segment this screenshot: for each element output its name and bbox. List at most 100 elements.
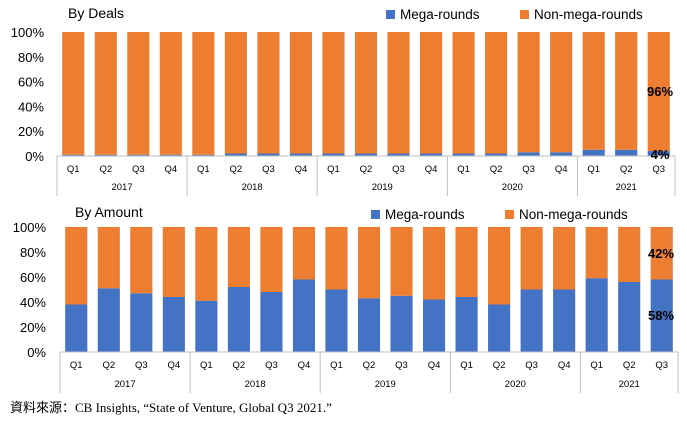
legend-label-mega: Mega-rounds xyxy=(400,7,480,22)
bar-segment-non-mega-rounds xyxy=(553,227,576,290)
bar-segment-mega-rounds xyxy=(553,289,576,352)
bar-segment-non-mega-rounds xyxy=(354,32,378,154)
bar-segment-mega-rounds xyxy=(488,304,511,352)
bar-segment-non-mega-rounds xyxy=(390,227,413,296)
x-tick-label-quarter: Q2 xyxy=(99,164,112,175)
bar-segment-non-mega-rounds xyxy=(422,227,446,300)
data-label-mega-rounds: 58% xyxy=(648,308,674,323)
x-tick-label-quarter: Q3 xyxy=(522,164,535,175)
x-tick-label-quarter: Q4 xyxy=(555,164,568,175)
bar-segment-non-mega-rounds xyxy=(94,32,117,155)
x-tick-label-quarter: Q4 xyxy=(167,360,180,371)
bar-segment-non-mega-rounds xyxy=(192,32,215,155)
y-tick-label: 60% xyxy=(18,75,44,90)
legend-label-mega: Mega-rounds xyxy=(385,207,465,222)
bar-segment-mega-rounds xyxy=(615,149,638,156)
x-tick-label-quarter: Q3 xyxy=(392,164,405,175)
bar-segment-mega-rounds xyxy=(192,154,215,156)
bar-segment-non-mega-rounds xyxy=(62,32,85,155)
bar-segment-mega-rounds xyxy=(647,151,670,156)
bar-segment-mega-rounds xyxy=(94,154,117,156)
bar-segment-non-mega-rounds xyxy=(292,227,316,280)
bar-segment-non-mega-rounds xyxy=(325,227,348,290)
bar-segment-non-mega-rounds xyxy=(227,227,250,287)
x-tick-label-quarter: Q4 xyxy=(298,360,311,371)
bar-segment-mega-rounds xyxy=(455,297,478,352)
bar-segment-mega-rounds xyxy=(422,299,446,352)
bar-segment-non-mega-rounds xyxy=(452,32,475,154)
x-tick-label-quarter: Q2 xyxy=(493,360,506,371)
bar-segment-mega-rounds xyxy=(452,153,475,156)
bar-segment-non-mega-rounds xyxy=(647,32,670,152)
source-note: 資料來源：CB Insights, “State of Venture, Glo… xyxy=(10,400,332,415)
bar-segment-non-mega-rounds xyxy=(615,32,638,150)
data-label-non-mega-rounds: 96% xyxy=(647,84,673,99)
bar-segment-non-mega-rounds xyxy=(260,227,283,292)
y-tick-label: 0% xyxy=(25,149,44,164)
y-tick-label: 60% xyxy=(20,270,46,285)
bar-segment-mega-rounds xyxy=(419,153,443,156)
bar-segment-non-mega-rounds xyxy=(159,32,182,155)
legend-swatch-mega xyxy=(371,210,380,219)
x-tick-label-quarter: Q2 xyxy=(623,360,636,371)
legend-label-non-mega: Non-mega-rounds xyxy=(534,7,643,22)
y-tick-label: 0% xyxy=(27,345,46,360)
bar-segment-mega-rounds xyxy=(650,279,673,352)
bar-segment-mega-rounds xyxy=(325,289,348,352)
legend: Mega-rounds Non-mega-rounds xyxy=(386,7,643,22)
x-tick-label-year: 2020 xyxy=(502,182,523,193)
x-tick-label-quarter: Q4 xyxy=(428,360,441,371)
bar-segment-non-mega-rounds xyxy=(289,32,313,154)
bar-segment-non-mega-rounds xyxy=(162,227,185,297)
x-tick-label-quarter: Q4 xyxy=(425,164,438,175)
x-tick-label-year: 2020 xyxy=(505,379,526,390)
y-tick-label: 40% xyxy=(18,99,44,114)
y-tick-label: 100% xyxy=(11,25,45,40)
bar-segment-mega-rounds xyxy=(357,298,381,352)
bar-segment-mega-rounds xyxy=(257,153,280,156)
x-tick-label-quarter: Q1 xyxy=(327,164,340,175)
x-tick-label-quarter: Q2 xyxy=(233,360,246,371)
bar-segment-non-mega-rounds xyxy=(322,32,345,154)
bar-segment-mega-rounds xyxy=(354,153,378,156)
bar-segment-mega-rounds xyxy=(585,278,608,352)
bar-segment-non-mega-rounds xyxy=(582,32,605,150)
bar-segment-mega-rounds xyxy=(224,153,247,156)
bar-segment-mega-rounds xyxy=(127,154,150,156)
x-tick-label-year: 2017 xyxy=(114,379,135,390)
bar-segment-non-mega-rounds xyxy=(97,227,120,289)
bar-segment-non-mega-rounds xyxy=(485,32,508,154)
by-amount-chart: By Amount Mega-rounds Non-mega-rounds 0%… xyxy=(13,204,679,393)
x-tick-label-quarter: Q2 xyxy=(490,164,503,175)
bar-segment-non-mega-rounds xyxy=(650,227,673,280)
bar-segment-mega-rounds xyxy=(130,293,153,352)
bar-segment-non-mega-rounds xyxy=(618,227,641,282)
bar-segment-non-mega-rounds xyxy=(195,227,218,301)
bar-segment-mega-rounds xyxy=(485,153,508,156)
y-tick-label: 20% xyxy=(18,124,44,139)
bar-segment-non-mega-rounds xyxy=(357,227,381,299)
x-tick-label-year: 2021 xyxy=(616,182,637,193)
x-tick-label-quarter: Q1 xyxy=(197,164,210,175)
x-tick-label-quarter: Q3 xyxy=(265,360,278,371)
bar-segment-non-mega-rounds xyxy=(224,32,247,154)
x-tick-label-quarter: Q3 xyxy=(655,360,668,371)
x-tick-label-quarter: Q1 xyxy=(460,360,473,371)
x-tick-label-quarter: Q3 xyxy=(132,164,145,175)
bar-segment-mega-rounds xyxy=(550,152,573,156)
bar-segment-mega-rounds xyxy=(520,289,543,352)
x-tick-label-year: 2019 xyxy=(372,182,393,193)
y-tick-label: 80% xyxy=(18,50,44,65)
bar-segment-non-mega-rounds xyxy=(130,227,153,294)
legend-swatch-non-mega xyxy=(505,210,514,219)
legend-swatch-mega xyxy=(386,10,395,19)
y-tick-label: 100% xyxy=(13,220,47,235)
chart-title: By Deals xyxy=(68,5,124,21)
x-tick-label-quarter: Q2 xyxy=(360,164,373,175)
data-label-non-mega-rounds: 42% xyxy=(648,246,674,261)
bar-segment-mega-rounds xyxy=(387,153,410,156)
bar-segment-mega-rounds xyxy=(195,300,218,352)
x-tick-label-quarter: Q1 xyxy=(457,164,470,175)
x-tick-label-quarter: Q1 xyxy=(330,360,343,371)
